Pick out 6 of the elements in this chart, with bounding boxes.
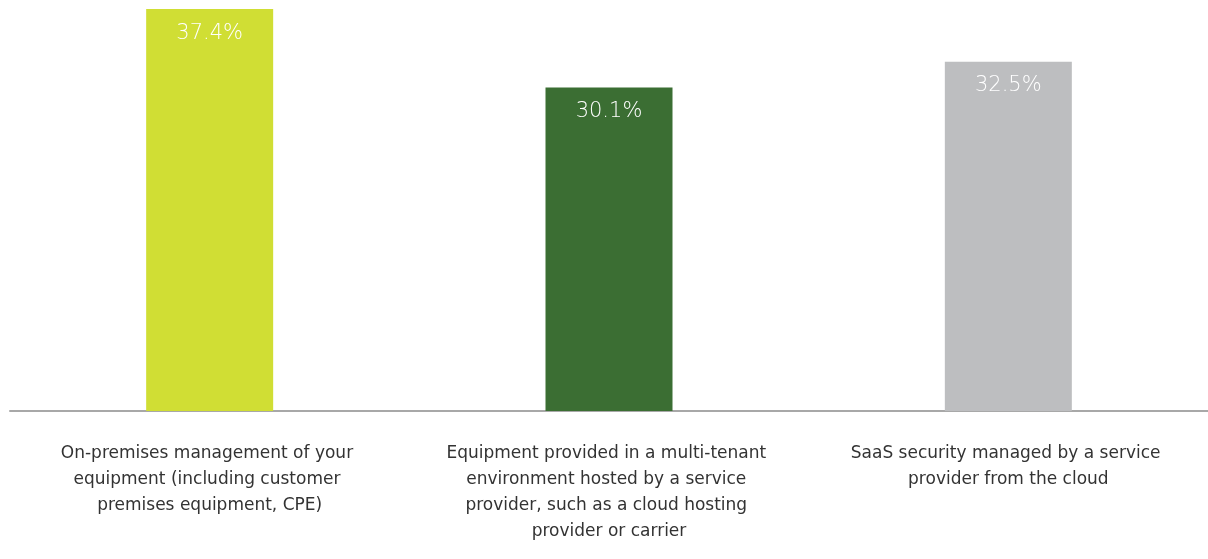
data-label: 32.5% xyxy=(974,72,1042,97)
x-tick-label: SaaS security managed by a service provider from the cloud xyxy=(850,442,1166,488)
data-label: 37.4% xyxy=(176,19,244,44)
x-tick-label: Equipment provided in a multi-tenant environment hosted by a service provider, such as a cloud hosting provider or carrier xyxy=(446,442,772,540)
x-tick-label: On-premises management of your equipment (including customer premises equipment, CPE) xyxy=(60,442,359,514)
data-label: 30.1% xyxy=(575,97,643,122)
